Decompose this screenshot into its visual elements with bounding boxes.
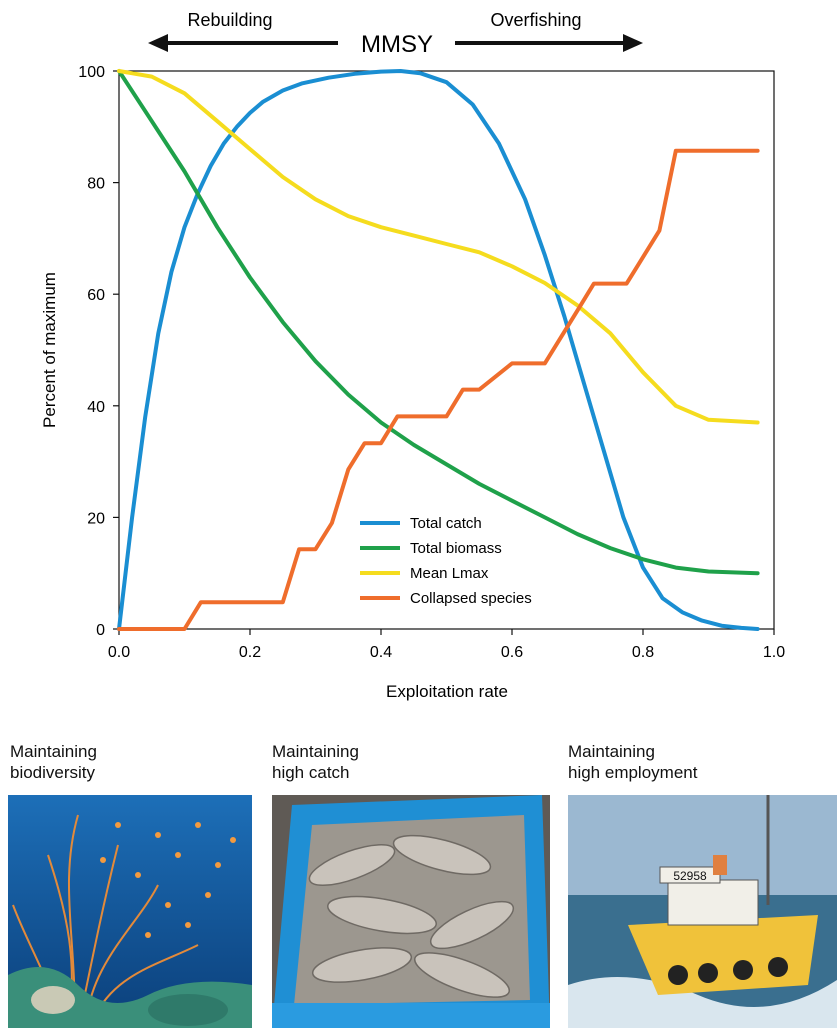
- y-tick-label: 80: [87, 176, 105, 193]
- boat-photo: 52958: [568, 795, 837, 1028]
- y-tick-label: 0: [96, 622, 105, 639]
- chart-figure: Rebuilding MMSY Overfishing 0.0 0.2 0.4 0.6…: [40, 10, 785, 701]
- photo-caption-catch: Maintaining high catch: [272, 741, 359, 783]
- x-tick-label: 0.4: [370, 644, 392, 661]
- fish-crate-illustration: [272, 795, 550, 1028]
- y-tick-label: 100: [78, 64, 105, 81]
- overfishing-label: Overfishing: [490, 10, 581, 30]
- series-line-mean-lmax: [117, 69, 760, 425]
- x-tick-label: 1.0: [763, 644, 785, 661]
- series-line-total-catch: [117, 69, 760, 631]
- series-line-collapsed-species: [117, 148, 760, 631]
- series-line-total-biomass: [117, 69, 760, 576]
- boat-number: 52958: [673, 869, 707, 883]
- caption-line: Maintaining: [10, 742, 97, 761]
- x-tick-label: 0.6: [501, 644, 523, 661]
- reef-illustration: [8, 795, 252, 1028]
- photo-caption-biodiversity: Maintaining biodiversity: [10, 741, 97, 783]
- y-tick-label: 40: [87, 399, 105, 416]
- legend: Total catch Total biomass Mean Lmax Collaps…: [360, 515, 532, 607]
- x-tick-label: 0.8: [632, 644, 654, 661]
- y-tick-label: 20: [87, 510, 105, 527]
- x-tick-label: 0.0: [108, 644, 130, 661]
- right-arrow-icon: [623, 34, 643, 52]
- header-arrows: Rebuilding MMSY Overfishing: [148, 10, 643, 58]
- x-tick-label: 0.2: [239, 644, 261, 661]
- caption-line: high employment: [568, 763, 698, 782]
- legend-label-total-biomass: Total biomass: [410, 540, 502, 557]
- plot-frame: [118, 70, 775, 630]
- photo-caption-employment: Maintaining high employment: [568, 741, 697, 783]
- series-lines: [117, 69, 760, 631]
- caption-line: Maintaining: [568, 742, 655, 761]
- caption-line: Maintaining: [272, 742, 359, 761]
- caption-line: high catch: [272, 763, 350, 782]
- reef-photo: [8, 795, 252, 1028]
- y-tick-label: 60: [87, 287, 105, 304]
- mmsy-label: MMSY: [361, 31, 433, 58]
- legend-label-collapsed-species: Collapsed species: [410, 590, 532, 607]
- rebuilding-label: Rebuilding: [187, 10, 272, 30]
- x-axis-label: Exploitation rate: [386, 682, 508, 701]
- caption-line: biodiversity: [10, 763, 96, 782]
- left-arrow-icon: [148, 34, 168, 52]
- boat-illustration: 52958: [568, 795, 837, 1028]
- axes: 0.0 0.2 0.4 0.6 0.8 1.0 0 20 40 60 80 100: [78, 64, 785, 661]
- legend-label-mean-lmax: Mean Lmax: [410, 565, 489, 582]
- y-axis-label: Percent of maximum: [40, 272, 59, 428]
- fish-crate-photo: [272, 795, 550, 1028]
- legend-label-total-catch: Total catch: [410, 515, 482, 532]
